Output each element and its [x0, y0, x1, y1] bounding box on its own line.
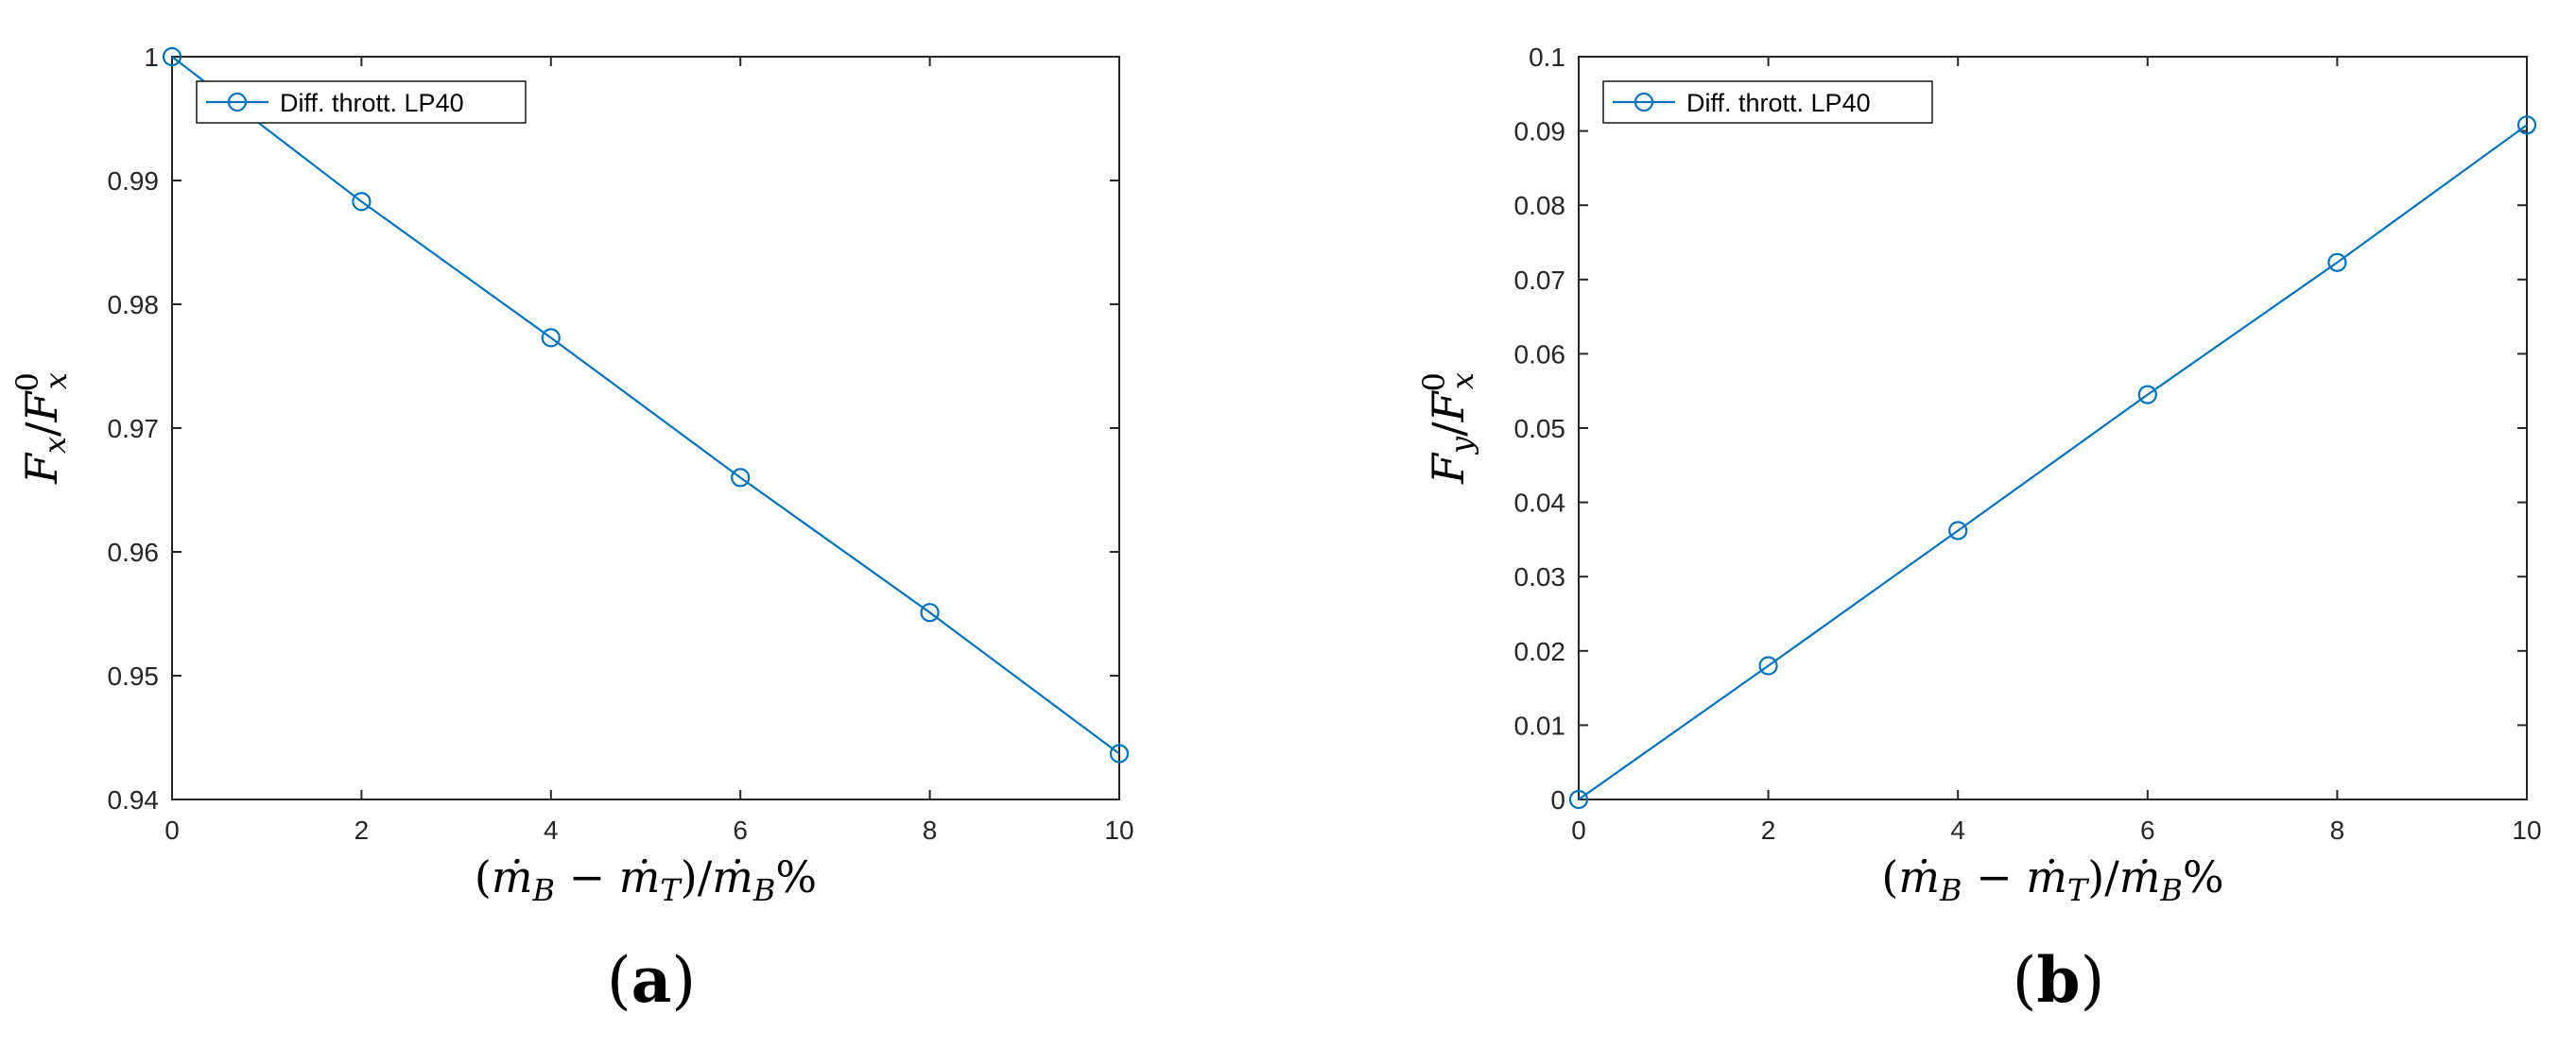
y-tick-label: 0.94 [108, 785, 160, 815]
x-axis-label-sub: B [1939, 872, 1962, 908]
y-axis-label-part: F [16, 389, 67, 422]
data-point [352, 192, 372, 212]
panel-label-paren: ) [2081, 944, 2105, 1017]
panel-label-letter: b [2036, 943, 2080, 1017]
data-point [2516, 115, 2537, 135]
x-tick-label: 8 [2330, 816, 2345, 845]
x-axis-label-sub: B [531, 872, 555, 908]
legend-marker [227, 92, 248, 112]
y-tick-label: 0.96 [108, 538, 160, 567]
y-axis-label-part: F [1423, 452, 1474, 485]
legend-marker [1634, 92, 1654, 112]
y-tick-label: 0.05 [1514, 414, 1566, 443]
panel-label-paren: ) [671, 944, 696, 1017]
x-tick-label: 4 [544, 816, 559, 845]
y-tick-label: 0.03 [1514, 562, 1566, 592]
data-point [1758, 656, 1778, 676]
y-axis-label-sub: x [38, 372, 74, 389]
panel-label-paren: ( [607, 944, 631, 1017]
data-point [1568, 789, 1589, 810]
y-axis-label-sub: x [1444, 372, 1480, 389]
x-tick-label: 8 [923, 816, 938, 845]
y-tick-label: 0.07 [1514, 266, 1566, 295]
x-axis-label-part: ṁ [492, 851, 533, 902]
y-axis-label: Fx/F0x [9, 372, 74, 485]
y-tick-label: 0.95 [108, 661, 160, 691]
panel-label-letter: a [631, 943, 672, 1017]
y-axis-label: Fy/F0x [1416, 372, 1480, 485]
data-point [162, 46, 182, 67]
y-axis-label-sub: x [37, 437, 73, 454]
series-line [171, 56, 1120, 755]
x-axis-label-part: − [1962, 851, 2027, 902]
data-point [920, 603, 940, 623]
series-line [1578, 124, 2528, 800]
panel-label-paren: ( [2013, 944, 2037, 1017]
y-axis-label-sub: y [1444, 436, 1479, 455]
chart-panel-a: 0 2 4 6 8 10 0.94 0.95 0.96 0.97 0.98 0.99 1 Diff. th… [9, 43, 1134, 1017]
x-axis-label-part: % [2183, 851, 2224, 902]
data-point [1948, 521, 1968, 541]
y-axis-label-part: F [1423, 389, 1474, 422]
y-axis-label-part: / [16, 421, 67, 437]
x-axis-label-sub: B [2159, 872, 2183, 908]
x-axis-label-part: ṁ [2026, 851, 2067, 902]
plot-area-frame [171, 56, 1120, 800]
y-tick-label: 0.04 [1514, 489, 1566, 518]
y-tick-label: 0.99 [108, 166, 160, 196]
y-tick-label: 0.01 [1514, 711, 1566, 740]
x-axis-label-sub: B [752, 872, 776, 908]
data-point [541, 328, 561, 348]
legend-entry-label: Diff. thrott. LP40 [1686, 89, 1871, 117]
x-axis-label-sub: T [2067, 872, 2090, 908]
data-point [2137, 385, 2157, 404]
y-tick-label: 1 [144, 43, 159, 72]
x-tick-label: 10 [1104, 816, 1133, 845]
x-axis-label-part: % [775, 851, 817, 902]
panel-label: (a) [607, 943, 696, 1017]
x-axis-label: (ṁB − ṁT)/ṁB% [1881, 851, 2223, 908]
x-axis-label-part: ṁ [1898, 851, 1940, 902]
chart-panel-b: 0 2 4 6 8 10 0 0.01 0.02 0.03 0.04 0.05 0.06 0.07 0.08… [1416, 43, 2542, 1017]
x-tick-label: 0 [1571, 816, 1586, 845]
x-axis-label-part: ( [1881, 851, 1898, 902]
x-tick-label: 0 [164, 816, 180, 845]
y-tick-label: 0.06 [1514, 339, 1566, 369]
x-tick-label: 2 [354, 816, 370, 845]
data-point [731, 468, 751, 488]
data-point [1109, 744, 1130, 764]
x-tick-label: 6 [733, 816, 748, 845]
x-axis-label-part: ( [475, 851, 492, 902]
y-tick-label: 0.97 [108, 414, 160, 443]
x-tick-label: 6 [2140, 816, 2155, 845]
x-axis-label-sub: T [660, 872, 683, 908]
panel-label: (b) [2013, 943, 2105, 1017]
x-axis-label: (ṁB − ṁT)/ṁB% [475, 851, 817, 908]
y-tick-label: 0 [1550, 785, 1565, 815]
x-tick-label: 2 [1761, 816, 1776, 845]
plot-area-frame [1578, 56, 2528, 800]
y-tick-label: 0.09 [1514, 117, 1566, 146]
x-axis-label-part: − [555, 851, 619, 902]
data-point [2327, 252, 2347, 272]
y-tick-label: 0.08 [1514, 191, 1566, 220]
x-axis-label-part: )/ [681, 851, 713, 902]
y-axis-label-part: F [16, 452, 67, 485]
y-tick-label: 0.1 [1529, 43, 1565, 72]
x-axis-label-part: ṁ [2119, 851, 2161, 902]
y-tick-label: 0.98 [108, 290, 160, 319]
y-axis-label-sup: 0 [9, 372, 45, 391]
x-tick-label: 4 [1950, 816, 1965, 845]
y-axis-label-sup: 0 [1416, 372, 1452, 391]
x-axis-label-part: ṁ [619, 851, 661, 902]
legend-entry-label: Diff. thrott. LP40 [280, 89, 464, 117]
x-tick-label: 10 [2512, 816, 2541, 845]
x-axis-label-part: ṁ [712, 851, 753, 902]
y-axis-label-part: / [1423, 421, 1474, 437]
x-axis-label-part: )/ [2087, 851, 2119, 902]
y-tick-label: 0.02 [1514, 637, 1566, 666]
